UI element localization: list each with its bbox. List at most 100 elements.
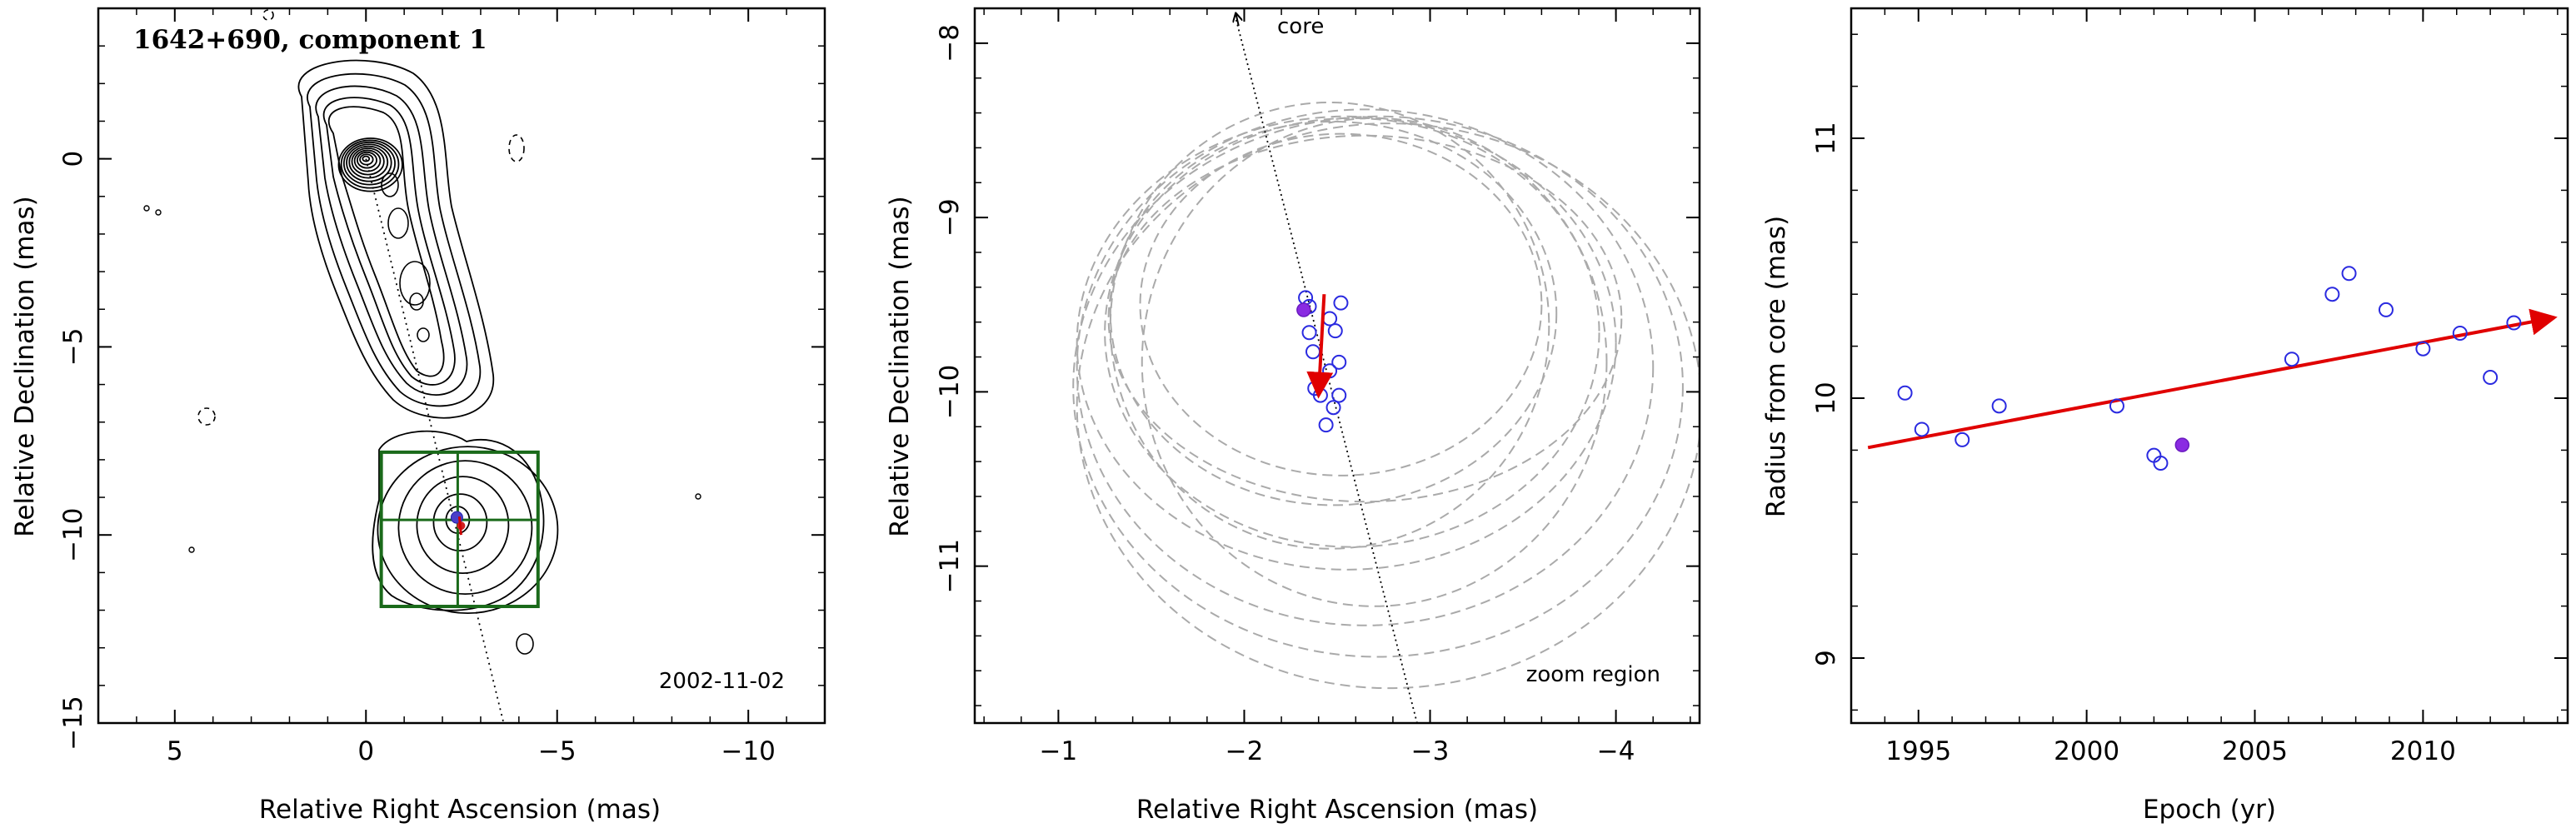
radius-epoch-point <box>1991 398 2007 414</box>
component-size-ellipse <box>1107 134 1623 503</box>
y-tick-label: −11 <box>935 539 965 593</box>
x-tick-label: 2010 <box>2390 736 2456 766</box>
radius-epoch-point <box>2109 398 2124 414</box>
jet-contour <box>297 59 494 419</box>
panel-2: −1 −2 −3 −4 −8 −9 −10 −11 core zoom region Rela… <box>885 7 1701 825</box>
core-contour <box>340 139 400 189</box>
p1-tick-labels: 5 0 −5 −10 0 −5 −10 −15 <box>58 151 776 766</box>
x-tick-label: 1995 <box>1885 736 1951 766</box>
epoch-position-point <box>1298 290 1314 306</box>
epoch-position-point <box>1318 417 1334 433</box>
radius-epoch-point <box>1914 421 1930 437</box>
radius-epoch-point <box>2506 315 2522 331</box>
core-direction-arrow <box>1236 13 1238 27</box>
x-tick-label: 2000 <box>2054 736 2119 766</box>
jet-ridge-line <box>365 158 505 724</box>
jet-knot-contour <box>417 327 430 342</box>
noise-contour <box>695 493 701 500</box>
jet-direction-line <box>1234 14 1418 723</box>
p3-frame <box>1850 7 2569 725</box>
component-size-ellipse <box>1072 115 1684 658</box>
p2-zoom-annotation: zoom region <box>1526 662 1660 687</box>
component-size-ellipse <box>1109 121 1558 506</box>
core-contour <box>362 155 371 162</box>
y-tick-label: −8 <box>935 24 965 62</box>
x-tick-label: −4 <box>1597 736 1635 766</box>
jet-knot-contour <box>387 207 409 239</box>
epoch-position-point <box>1322 363 1338 379</box>
zoom-box <box>379 450 540 609</box>
p1-overlay <box>365 158 540 724</box>
p1-title: 1642+690, component 1 <box>133 25 487 55</box>
y-tick-label: 10 <box>1811 382 1841 414</box>
p3-points <box>1897 266 2522 471</box>
p1-ticks <box>97 7 826 724</box>
radius-epoch-point <box>2153 456 2169 471</box>
x-tick-label: 5 <box>167 736 183 766</box>
radius-epoch-point <box>1897 385 1913 401</box>
core-contour <box>351 147 385 176</box>
radius-epoch-point <box>2415 341 2431 357</box>
x-tick-label: −10 <box>721 736 775 766</box>
y-tick-label: 11 <box>1811 122 1841 154</box>
highlighted-epoch-point <box>1296 302 1311 317</box>
x-tick-label: −2 <box>1226 736 1264 766</box>
y-tick-label: −15 <box>58 696 88 750</box>
jet-contour <box>322 97 456 386</box>
jet-knot-contour <box>409 292 424 311</box>
negative-contour <box>508 134 525 162</box>
x-tick-label: −5 <box>538 736 577 766</box>
jet-contour <box>315 85 468 396</box>
p2-x-axis-label: Relative Right Ascension (mas) <box>1136 795 1538 825</box>
y-tick-label: 9 <box>1811 650 1841 666</box>
x-tick-label: 2005 <box>2222 736 2288 766</box>
y-tick-label: 0 <box>58 151 88 167</box>
y-tick-label: −10 <box>935 365 965 419</box>
radius-epoch-point <box>2378 302 2394 317</box>
panel-3: 1995 2000 2005 2010 9 10 11 Epoch (yr) Radius … <box>1761 7 2569 825</box>
p1-date-label: 2002-11-02 <box>659 669 785 694</box>
core-contour <box>337 137 403 192</box>
p3-x-axis-label: Epoch (yr) <box>2143 795 2276 825</box>
negative-contour <box>262 9 274 21</box>
p2-overlay <box>1234 13 1418 723</box>
epoch-position-point <box>1331 354 1347 370</box>
jet-knot-contour <box>399 261 431 306</box>
jet-knot-contour <box>381 172 399 197</box>
jet-contour <box>327 106 445 377</box>
negative-contour <box>197 407 216 426</box>
y-tick-label: −10 <box>58 507 88 561</box>
component-size-ellipse <box>1141 117 1608 607</box>
epoch-position-point <box>1305 344 1320 360</box>
radial-motion-fit-line <box>1867 308 2558 450</box>
x-tick-label: −3 <box>1411 736 1450 766</box>
y-tick-label: −9 <box>935 198 965 237</box>
p1-x-axis-label: Relative Right Ascension (mas) <box>259 795 661 825</box>
core-contour <box>346 143 392 182</box>
noise-contour <box>143 205 150 212</box>
component-motion-arrow <box>457 516 462 536</box>
core-contour <box>359 153 374 166</box>
radius-epoch-point <box>1954 431 1970 447</box>
p2-frame <box>973 7 1701 725</box>
component-contour <box>432 493 488 552</box>
p2-core-annotation: core <box>1277 14 1324 39</box>
p2-ellipses <box>1072 102 1700 690</box>
epoch-position-point <box>1331 387 1347 403</box>
jet-contour <box>307 72 482 407</box>
p3-ticks <box>1850 8 2568 723</box>
core-contour <box>342 141 396 186</box>
component-size-ellipse <box>1104 117 1600 548</box>
y-tick-label: −5 <box>58 328 88 367</box>
radius-epoch-point <box>2341 266 2357 282</box>
component-contour <box>416 476 510 575</box>
epoch-position-point <box>1325 400 1341 416</box>
noise-contour <box>155 209 162 216</box>
x-tick-label: 0 <box>357 736 374 766</box>
radius-epoch-point <box>2284 352 2299 367</box>
motion-vector-arrow <box>1306 294 1334 399</box>
component-contour <box>377 446 559 615</box>
small-contour <box>516 633 534 655</box>
radius-epoch-point <box>2452 326 2468 341</box>
